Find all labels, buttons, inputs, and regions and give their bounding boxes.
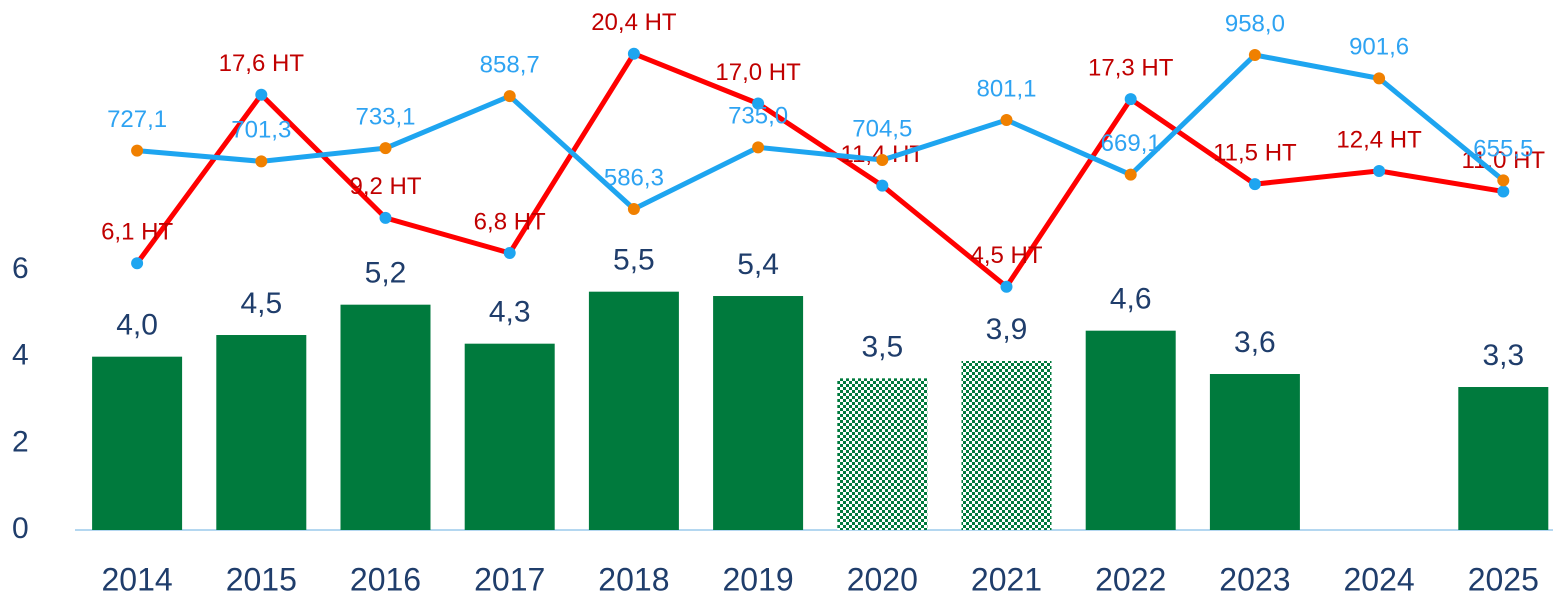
line-value-label: 733,1 bbox=[355, 104, 415, 131]
line-value-label: 6,1 HT bbox=[101, 219, 173, 246]
line-value-label: 17,0 HT bbox=[715, 59, 801, 86]
line-value-label: 20,4 HT bbox=[591, 9, 677, 36]
bar-value-label: 5,2 bbox=[365, 257, 407, 290]
x-tick-label: 2020 bbox=[847, 561, 918, 597]
bar bbox=[216, 335, 307, 530]
bar bbox=[92, 356, 183, 530]
x-tick-label: 2021 bbox=[971, 561, 1042, 597]
line-value-label: 669,1 bbox=[1101, 130, 1161, 157]
marker bbox=[379, 142, 392, 155]
line-value-label: 655,5 bbox=[1473, 136, 1533, 163]
marker bbox=[131, 257, 144, 270]
line-value-label: 901,6 bbox=[1349, 34, 1409, 61]
marker bbox=[1248, 178, 1261, 191]
x-tick-label: 2024 bbox=[1344, 561, 1415, 597]
marker bbox=[1497, 174, 1510, 187]
y-tick-label: 0 bbox=[12, 512, 29, 545]
bar bbox=[713, 296, 804, 530]
bar-value-label: 4,0 bbox=[116, 309, 158, 342]
marker bbox=[1124, 168, 1137, 181]
marker bbox=[876, 154, 889, 167]
marker bbox=[1000, 280, 1013, 293]
line-value-label: 727,1 bbox=[107, 106, 167, 133]
marker bbox=[255, 88, 268, 101]
line-value-label: 4,5 HT bbox=[970, 242, 1042, 269]
line-value-label: 17,6 HT bbox=[219, 50, 305, 77]
marker bbox=[1124, 93, 1137, 106]
x-tick-label: 2025 bbox=[1468, 561, 1539, 597]
x-tick-label: 2017 bbox=[474, 561, 545, 597]
marker bbox=[752, 141, 765, 154]
bar bbox=[1085, 330, 1176, 530]
marker bbox=[1497, 185, 1510, 198]
line-value-label: 735,0 bbox=[728, 103, 788, 130]
x-tick-label: 2018 bbox=[598, 561, 669, 597]
y-tick-label: 4 bbox=[12, 339, 29, 372]
line-value-label: 858,7 bbox=[480, 51, 540, 78]
bar-value-label: 3,3 bbox=[1482, 339, 1524, 372]
bar bbox=[961, 361, 1052, 530]
y-tick-label: 6 bbox=[12, 252, 29, 285]
bar-value-label: 4,5 bbox=[240, 287, 282, 320]
bar-value-label: 4,3 bbox=[489, 296, 531, 329]
marker bbox=[255, 155, 268, 168]
x-tick-label: 2023 bbox=[1219, 561, 1290, 597]
marker bbox=[503, 247, 516, 260]
marker bbox=[1000, 114, 1013, 127]
line-value-label: 586,3 bbox=[604, 164, 664, 191]
bar bbox=[1458, 387, 1549, 530]
bar-value-label: 3,9 bbox=[986, 313, 1028, 346]
line-value-label: 801,1 bbox=[976, 75, 1036, 102]
y-tick-label: 2 bbox=[12, 425, 29, 458]
x-tick-label: 2022 bbox=[1095, 561, 1166, 597]
bar bbox=[340, 304, 431, 530]
line-value-label: 701,3 bbox=[231, 117, 291, 144]
bar bbox=[837, 378, 928, 530]
line-value-label: 11,5 HT bbox=[1213, 139, 1297, 166]
marker bbox=[752, 97, 765, 110]
line-value-label: 704,5 bbox=[852, 115, 912, 142]
bar-value-label: 5,5 bbox=[613, 244, 655, 277]
line-value-label: 958,0 bbox=[1225, 10, 1285, 37]
x-tick-label: 2014 bbox=[102, 561, 173, 597]
bar bbox=[1209, 374, 1300, 530]
line bbox=[135, 50, 1504, 291]
bar bbox=[464, 343, 555, 530]
line bbox=[136, 52, 1505, 212]
marker bbox=[627, 202, 640, 215]
x-tick-label: 2015 bbox=[226, 561, 297, 597]
bar bbox=[588, 291, 679, 530]
marker bbox=[503, 90, 516, 103]
line-value-label: 9,2 HT bbox=[349, 173, 421, 200]
marker bbox=[131, 144, 144, 157]
x-tick-label: 2016 bbox=[350, 561, 421, 597]
line-value-label: 12,4 HT bbox=[1336, 126, 1422, 153]
marker bbox=[379, 211, 392, 224]
bar-value-label: 3,6 bbox=[1234, 326, 1276, 359]
marker bbox=[876, 179, 889, 192]
marker bbox=[1373, 164, 1386, 177]
marker bbox=[1373, 72, 1386, 85]
bar-value-label: 5,4 bbox=[737, 248, 779, 281]
marker bbox=[627, 47, 640, 60]
marker bbox=[1248, 49, 1261, 62]
line-value-label: 17,3 HT bbox=[1088, 54, 1174, 81]
bar-value-label: 4,6 bbox=[1110, 283, 1152, 316]
x-tick-label: 2019 bbox=[723, 561, 794, 597]
bar-value-label: 3,5 bbox=[861, 330, 903, 363]
line-value-label: 6,8 HT bbox=[474, 208, 546, 235]
